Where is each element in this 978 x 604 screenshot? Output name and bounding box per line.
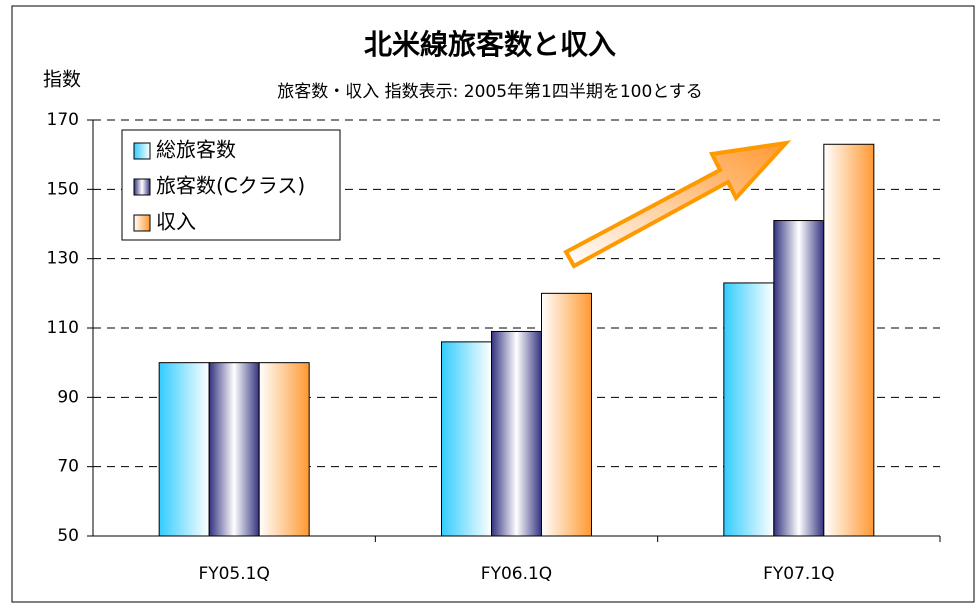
y-tick-label: 90 bbox=[57, 387, 79, 407]
x-tick-label: FY07.1Q bbox=[763, 564, 834, 584]
bar bbox=[541, 292, 592, 537]
y-axis-label: 指数 bbox=[43, 69, 81, 91]
bar bbox=[258, 362, 310, 537]
x-tick-label: FY05.1Q bbox=[198, 564, 269, 584]
bar bbox=[208, 362, 260, 537]
y-tick-label: 170 bbox=[47, 110, 79, 130]
legend-label: 旅客数(Cクラス) bbox=[156, 174, 305, 198]
bar bbox=[823, 143, 875, 537]
bar bbox=[441, 341, 492, 537]
y-tick-label: 70 bbox=[57, 457, 79, 477]
y-tick-label: 110 bbox=[47, 318, 79, 338]
bar bbox=[773, 220, 825, 537]
legend-label: 収入 bbox=[156, 210, 196, 234]
bar bbox=[723, 282, 775, 537]
x-tick-label: FY06.1Q bbox=[481, 564, 552, 584]
legend-swatch bbox=[133, 214, 151, 232]
legend-label: 総旅客数 bbox=[156, 138, 236, 162]
chart-title: 北米線旅客数と収入 bbox=[364, 28, 616, 61]
legend-swatch bbox=[133, 178, 151, 196]
legend-swatch bbox=[133, 142, 151, 160]
trend-arrow bbox=[563, 140, 792, 269]
y-tick-label: 150 bbox=[47, 179, 79, 199]
chart-subtitle: 旅客数・収入 指数表示: 2005年第1四半期を100とする bbox=[277, 82, 703, 102]
bar bbox=[158, 362, 210, 537]
y-tick-label: 130 bbox=[47, 249, 79, 269]
y-tick-label: 50 bbox=[57, 526, 79, 546]
legend-box bbox=[121, 129, 341, 241]
bar bbox=[491, 330, 542, 537]
